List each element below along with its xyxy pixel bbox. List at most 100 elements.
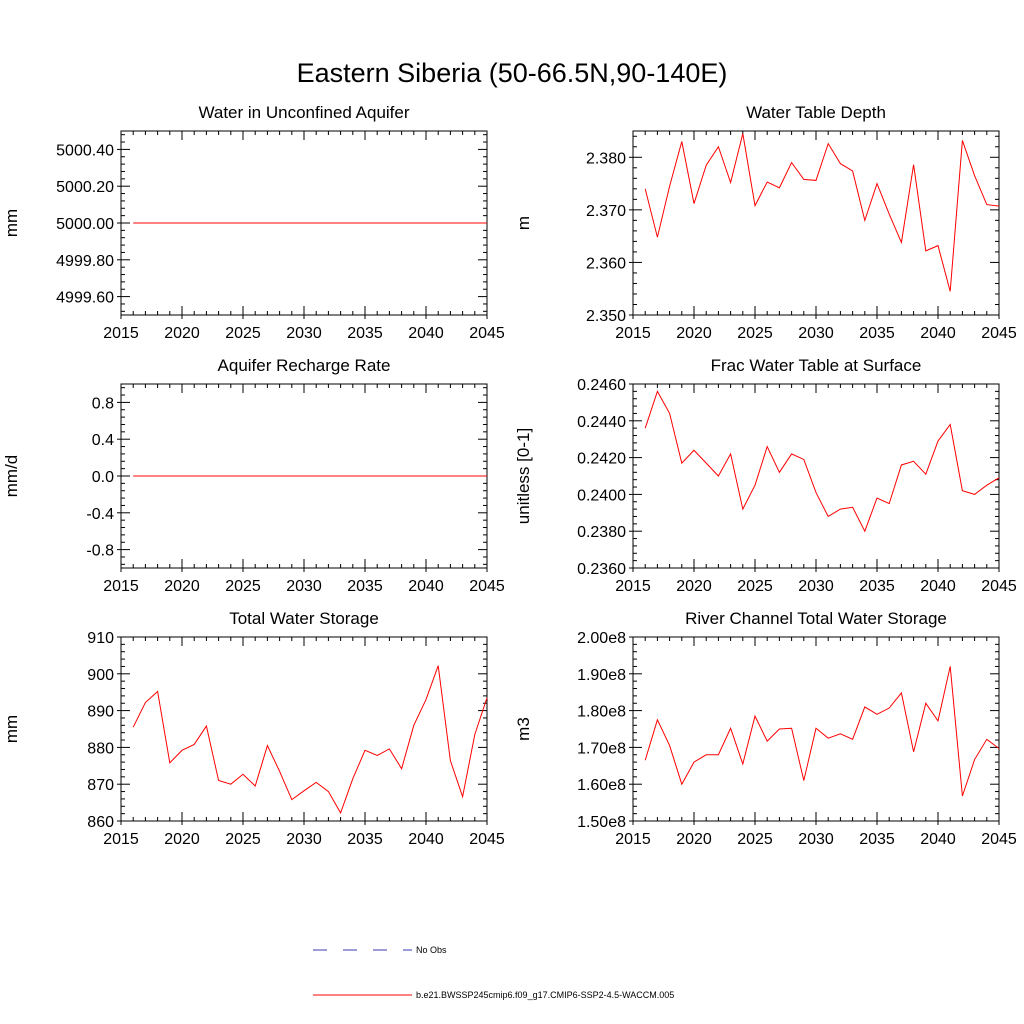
legend-label-no-obs: No Obs [416, 945, 447, 955]
y-tick-label: 2.00e8 [577, 630, 626, 647]
x-tick-label: 2040 [408, 325, 444, 342]
x-tick-label: 2040 [920, 578, 956, 595]
panel-title: Total Water Storage [229, 609, 379, 628]
y-tick-label: 5000.00 [56, 216, 114, 233]
y-tick-label: 1.70e8 [577, 740, 626, 757]
y-tick-label: 0.0 [92, 469, 114, 486]
y-tick-label: 0.2460 [577, 377, 626, 394]
x-tick-label: 2020 [676, 831, 712, 848]
x-tick-label: 2035 [859, 578, 895, 595]
y-tick-label: 0.2440 [577, 414, 626, 431]
panel-1: Water in Unconfined Aquifer mm 2015 2020 202… [2, 103, 505, 342]
y-tick-label: 860 [87, 814, 114, 831]
panels: Water in Unconfined Aquifer mm 2015 2020 202… [2, 103, 1017, 848]
panel-4: Frac Water Table at Surface unitless [0-1… [514, 356, 1017, 595]
y-axis-label: mm [2, 715, 21, 743]
panel-title: Aquifer Recharge Rate [218, 356, 391, 375]
y-axis-label: mm [2, 209, 21, 237]
y-tick-label: 0.4 [92, 432, 114, 449]
y-tick-label: 890 [87, 704, 114, 721]
y-axis-label: m3 [514, 717, 533, 741]
y-tick-label: 0.2400 [577, 487, 626, 504]
x-tick-label: 2045 [469, 578, 505, 595]
series-line [644, 133, 1000, 292]
x-tick-label: 2025 [225, 325, 261, 342]
y-tick-label: 0.2420 [577, 451, 626, 468]
x-tick-label: 2040 [920, 831, 956, 848]
x-tick-label: 2035 [859, 325, 895, 342]
x-tick-label: 2020 [164, 831, 200, 848]
panel-frame [120, 636, 488, 822]
y-axis-label: mm/d [2, 455, 21, 498]
x-tick-label: 2045 [981, 831, 1017, 848]
panel-6: River Channel Total Water Storage m3 2015 2… [514, 609, 1017, 848]
x-tick-label: 2025 [225, 578, 261, 595]
y-tick-label: 5000.40 [56, 142, 114, 159]
x-tick-label: 2020 [164, 578, 200, 595]
y-tick-label: 870 [87, 777, 114, 794]
figure-title: Eastern Siberia (50-66.5N,90-140E) [297, 58, 728, 88]
y-tick-label: 0.2360 [577, 561, 626, 578]
y-tick-label: 4999.80 [56, 253, 114, 270]
y-tick-label: 0.2380 [577, 524, 626, 541]
x-tick-label: 2015 [615, 831, 651, 848]
legend: No Obs b.e21.BWSSP245cmip6.f09_g17.CMIP6… [313, 945, 674, 1000]
y-tick-label: 4999.60 [56, 290, 114, 307]
x-tick-label: 2030 [286, 831, 322, 848]
x-tick-label: 2025 [225, 831, 261, 848]
series-line [644, 390, 1000, 533]
x-tick-label: 2045 [469, 325, 505, 342]
y-tick-label: 1.90e8 [577, 667, 626, 684]
x-tick-label: 2035 [347, 578, 383, 595]
x-tick-label: 2030 [286, 325, 322, 342]
y-tick-label: 2.370 [586, 203, 626, 220]
x-tick-label: 2020 [164, 325, 200, 342]
y-axis-label: unitless [0-1] [514, 428, 533, 524]
x-tick-label: 2020 [676, 578, 712, 595]
x-tick-label: 2025 [737, 578, 773, 595]
panel-frame [632, 130, 1000, 316]
x-tick-label: 2025 [737, 831, 773, 848]
y-tick-label: 1.80e8 [577, 704, 626, 721]
legend-label-model: b.e21.BWSSP245cmip6.f09_g17.CMIP6-SSP2-4… [416, 990, 674, 1000]
y-tick-label: -0.4 [86, 506, 114, 523]
series-line [132, 665, 488, 815]
x-tick-label: 2025 [737, 325, 773, 342]
y-axis-label: m [514, 216, 533, 230]
series-line [644, 666, 1000, 797]
y-tick-label: 0.8 [92, 395, 114, 412]
x-tick-label: 2035 [859, 831, 895, 848]
y-tick-label: 5000.20 [56, 179, 114, 196]
y-tick-label: 2.350 [586, 308, 626, 325]
panel-frame [632, 383, 1000, 569]
y-tick-label: 900 [87, 667, 114, 684]
x-tick-label: 2030 [286, 578, 322, 595]
panel-title: Water in Unconfined Aquifer [198, 103, 409, 122]
panel-title: Water Table Depth [746, 103, 886, 122]
x-tick-label: 2030 [798, 831, 834, 848]
x-tick-label: 2045 [981, 325, 1017, 342]
x-tick-label: 2040 [408, 578, 444, 595]
x-tick-label: 2045 [981, 578, 1017, 595]
y-tick-label: 1.60e8 [577, 777, 626, 794]
x-tick-label: 2035 [347, 831, 383, 848]
y-tick-label: 2.380 [586, 150, 626, 167]
x-tick-label: 2040 [920, 325, 956, 342]
x-tick-label: 2015 [103, 578, 139, 595]
x-tick-label: 2035 [347, 325, 383, 342]
y-tick-label: 910 [87, 630, 114, 647]
panel-3: Aquifer Recharge Rate mm/d 2015 2020 2025 203… [2, 356, 505, 595]
x-tick-label: 2045 [469, 831, 505, 848]
x-tick-label: 2020 [676, 325, 712, 342]
x-tick-label: 2015 [103, 325, 139, 342]
x-tick-label: 2030 [798, 325, 834, 342]
panel-5: Total Water Storage mm 2015 2020 2025 2030 203… [2, 609, 505, 848]
x-tick-label: 2040 [408, 831, 444, 848]
y-tick-label: -0.8 [86, 543, 114, 560]
x-tick-label: 2015 [615, 325, 651, 342]
y-tick-label: 1.50e8 [577, 814, 626, 831]
y-tick-label: 880 [87, 740, 114, 757]
x-tick-label: 2030 [798, 578, 834, 595]
